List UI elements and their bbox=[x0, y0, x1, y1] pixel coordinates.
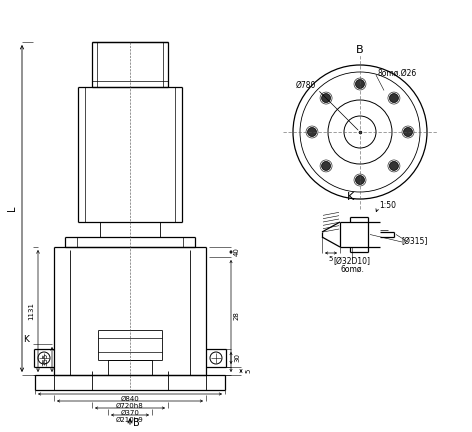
Text: 30: 30 bbox=[234, 353, 240, 362]
Circle shape bbox=[307, 127, 317, 137]
Text: 1:50: 1:50 bbox=[379, 200, 396, 210]
Text: Ø720h8: Ø720h8 bbox=[116, 403, 144, 409]
Text: [Ø315]: [Ø315] bbox=[402, 238, 428, 247]
Text: K: K bbox=[23, 334, 29, 343]
Text: 6omø.: 6omø. bbox=[340, 264, 364, 273]
Text: 1131: 1131 bbox=[28, 302, 34, 320]
Text: Ø210h9: Ø210h9 bbox=[116, 417, 144, 423]
Circle shape bbox=[355, 175, 364, 184]
Text: B: B bbox=[133, 418, 140, 428]
Text: 5: 5 bbox=[245, 369, 251, 373]
Circle shape bbox=[321, 94, 330, 102]
Circle shape bbox=[389, 94, 398, 102]
Circle shape bbox=[389, 162, 398, 171]
Text: 355: 355 bbox=[42, 353, 48, 366]
Text: Ø780: Ø780 bbox=[296, 80, 316, 89]
Circle shape bbox=[321, 162, 330, 171]
Text: 5: 5 bbox=[329, 256, 333, 262]
Text: 8omø.Ø26: 8omø.Ø26 bbox=[378, 69, 417, 77]
Text: Ø370: Ø370 bbox=[120, 410, 139, 416]
Text: B: B bbox=[356, 45, 364, 55]
Text: 28: 28 bbox=[234, 311, 240, 321]
Circle shape bbox=[355, 79, 364, 89]
Text: Ø840: Ø840 bbox=[121, 396, 139, 402]
Text: K: K bbox=[346, 192, 354, 202]
Circle shape bbox=[404, 127, 413, 137]
Text: 40: 40 bbox=[234, 248, 240, 257]
Text: L: L bbox=[7, 206, 17, 211]
Text: [Ø32D10]: [Ø32D10] bbox=[334, 257, 371, 267]
